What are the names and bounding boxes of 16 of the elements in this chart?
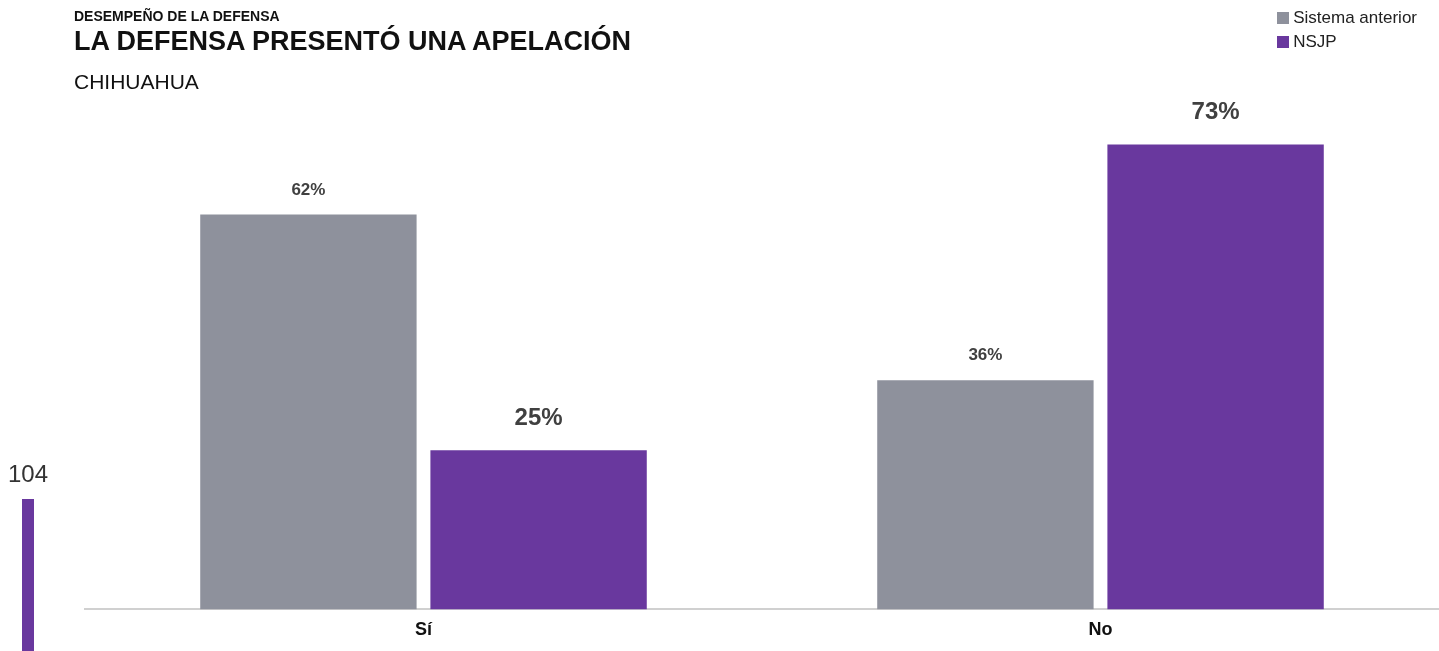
bar: [200, 214, 417, 610]
bar: [877, 380, 1094, 610]
bar: [430, 450, 647, 610]
x-tick-label: Sí: [414, 619, 433, 640]
legend-label: NSJP: [1293, 32, 1337, 52]
text: 104: [8, 460, 49, 488]
data-label: 25%: [514, 402, 563, 430]
chart-title: LA DEFENSA PRESENTÓ UNA APELACIÓN: [74, 26, 632, 57]
legend-label: Sistema anterior: [1293, 8, 1417, 28]
chart-subtitle: CHIHUAHUA: [74, 70, 199, 94]
data-label: 36%: [968, 345, 1003, 365]
data-label: 73%: [1191, 97, 1240, 125]
x-tick-label: No: [1088, 619, 1113, 640]
bar: [1107, 144, 1324, 610]
data-label: 62%: [291, 179, 326, 199]
text: DESEMPEÑO DE LA DEFENSA: [74, 8, 280, 24]
